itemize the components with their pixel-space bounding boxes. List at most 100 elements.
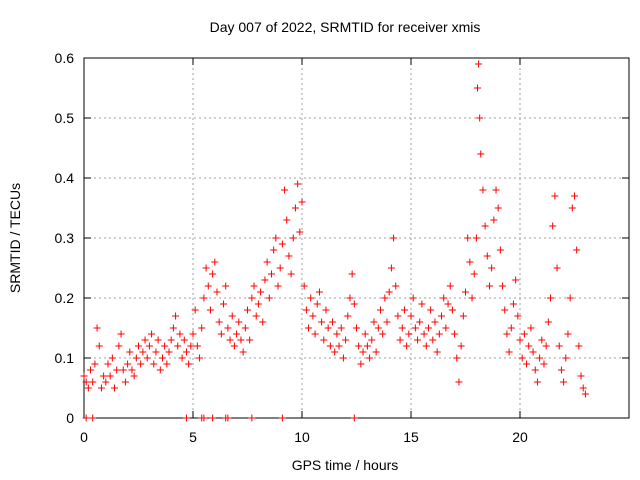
data-point bbox=[108, 354, 116, 362]
data-point bbox=[169, 324, 177, 332]
data-point bbox=[481, 222, 489, 230]
data-point bbox=[97, 384, 105, 392]
data-point bbox=[196, 354, 204, 362]
data-point bbox=[462, 288, 469, 296]
data-point bbox=[135, 342, 142, 350]
data-point bbox=[476, 114, 484, 122]
data-point bbox=[492, 186, 500, 194]
data-point bbox=[411, 324, 419, 332]
data-point bbox=[579, 384, 587, 392]
data-point bbox=[448, 306, 456, 314]
data-point bbox=[568, 204, 576, 212]
data-point bbox=[418, 300, 426, 308]
data-point bbox=[342, 336, 350, 344]
data-point bbox=[143, 354, 151, 362]
data-point bbox=[254, 300, 262, 308]
data-point bbox=[296, 228, 304, 236]
data-point bbox=[390, 234, 398, 242]
data-point bbox=[529, 348, 537, 356]
data-point bbox=[111, 384, 119, 392]
data-point bbox=[307, 294, 315, 302]
data-point bbox=[209, 270, 217, 278]
data-point bbox=[488, 264, 496, 272]
data-point bbox=[370, 318, 378, 326]
data-point bbox=[320, 336, 328, 344]
data-point bbox=[272, 234, 280, 242]
zero-value-point bbox=[278, 414, 286, 422]
data-point bbox=[198, 324, 206, 332]
data-point bbox=[361, 330, 369, 338]
data-point bbox=[516, 336, 524, 344]
data-point bbox=[281, 186, 289, 194]
data-point bbox=[283, 216, 291, 224]
data-points bbox=[80, 60, 589, 422]
data-point bbox=[499, 282, 507, 290]
data-point bbox=[187, 342, 195, 350]
data-point bbox=[357, 360, 365, 368]
data-point bbox=[100, 372, 108, 380]
data-point bbox=[95, 342, 103, 350]
y-tick-label: 0.3 bbox=[55, 230, 75, 246]
data-point bbox=[165, 348, 173, 356]
data-point bbox=[409, 294, 417, 302]
y-tick-label: 0 bbox=[66, 410, 74, 426]
x-tick-label: 15 bbox=[403, 429, 419, 445]
data-point bbox=[346, 294, 354, 302]
data-point bbox=[241, 324, 249, 332]
data-point bbox=[128, 366, 136, 374]
data-point bbox=[396, 336, 404, 344]
data-point bbox=[442, 324, 450, 332]
data-point bbox=[350, 300, 358, 308]
data-point bbox=[313, 300, 321, 308]
data-point bbox=[392, 282, 400, 290]
data-point bbox=[200, 294, 208, 302]
data-point bbox=[250, 282, 258, 290]
data-point bbox=[248, 294, 256, 302]
data-point bbox=[562, 354, 570, 362]
data-point bbox=[444, 300, 452, 308]
zero-value-point bbox=[224, 414, 232, 422]
data-point bbox=[414, 336, 422, 344]
data-point bbox=[237, 336, 245, 344]
data-point bbox=[193, 342, 201, 350]
data-point bbox=[440, 294, 448, 302]
data-point bbox=[161, 342, 169, 350]
data-point bbox=[206, 306, 214, 314]
data-point bbox=[87, 366, 95, 374]
data-point bbox=[422, 342, 430, 350]
data-point bbox=[473, 84, 481, 92]
data-point bbox=[285, 252, 293, 260]
data-point bbox=[564, 330, 572, 338]
data-point bbox=[475, 60, 483, 68]
x-tick-label: 0 bbox=[80, 429, 88, 445]
data-point bbox=[405, 330, 413, 338]
data-point bbox=[150, 360, 158, 368]
data-point bbox=[372, 348, 380, 356]
data-point bbox=[102, 378, 110, 386]
data-point bbox=[167, 336, 175, 344]
tick-layer: 0 0.1 0.2 0.3 0.4 0.5 0.6 0 5 10 15 20 bbox=[55, 50, 629, 445]
data-point bbox=[455, 378, 463, 386]
data-point bbox=[485, 282, 493, 290]
data-point bbox=[490, 216, 498, 224]
data-point bbox=[424, 324, 432, 332]
data-point bbox=[527, 324, 535, 332]
data-point bbox=[228, 312, 236, 320]
data-point bbox=[265, 294, 273, 302]
data-point bbox=[507, 324, 515, 332]
data-point bbox=[547, 294, 555, 302]
data-point bbox=[494, 204, 502, 212]
data-point bbox=[315, 288, 323, 296]
data-point bbox=[477, 150, 485, 158]
data-point bbox=[457, 342, 465, 350]
data-point bbox=[416, 318, 424, 326]
data-point bbox=[503, 330, 511, 338]
data-point bbox=[505, 348, 513, 356]
data-point bbox=[355, 342, 363, 350]
data-point bbox=[520, 330, 528, 338]
data-point bbox=[542, 342, 550, 350]
data-point bbox=[80, 372, 88, 380]
y-tick-label: 0.1 bbox=[55, 350, 75, 366]
data-point bbox=[394, 312, 402, 320]
